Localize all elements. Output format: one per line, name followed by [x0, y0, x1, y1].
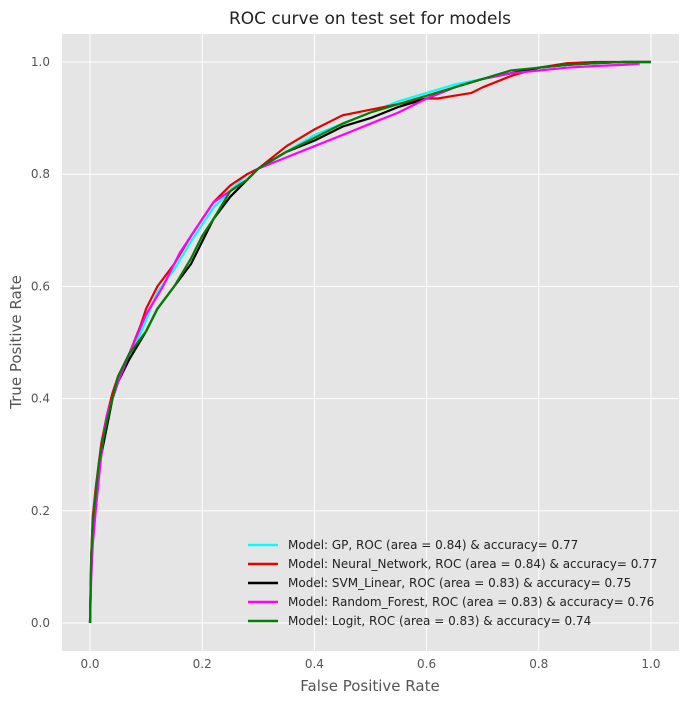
y-tick-label: 0.2	[31, 504, 50, 518]
y-tick-label: 0.8	[31, 167, 50, 181]
legend: Model: GP, ROC (area = 0.84) & accuracy=…	[248, 538, 657, 628]
y-tick-label: 1.0	[31, 55, 50, 69]
x-tick-label: 0.6	[417, 657, 436, 671]
x-tick-label: 0.4	[305, 657, 324, 671]
chart-title: ROC curve on test set for models	[229, 9, 511, 29]
legend-label-2: Model: SVM_Linear, ROC (area = 0.83) & a…	[288, 576, 631, 590]
y-tick-label: 0.4	[31, 392, 50, 406]
y-tick-label: 0.0	[31, 616, 50, 630]
legend-label-3: Model: Random_Forest, ROC (area = 0.83) …	[288, 595, 654, 609]
series-line-4	[88, 60, 651, 624]
legend-label-1: Model: Neural_Network, ROC (area = 0.84)…	[288, 557, 657, 571]
y-tick-label: 0.6	[31, 279, 50, 293]
y-axis-label: True Positive Rate	[7, 275, 25, 410]
x-tick-label: 0.2	[193, 657, 212, 671]
tick-labels: 0.0 0.2 0.4 0.6 0.8 1.0 0.0 0.2 0.4 0.6 0.8 1.0	[31, 55, 661, 671]
legend-label-4: Model: Logit, ROC (area = 0.83) & accura…	[288, 614, 591, 628]
series-lines	[88, 60, 651, 624]
x-tick-label: 1.0	[641, 657, 660, 671]
x-tick-label: 0.0	[80, 657, 99, 671]
legend-label-0: Model: GP, ROC (area = 0.84) & accuracy=…	[288, 538, 578, 552]
x-tick-label: 0.8	[529, 657, 548, 671]
x-axis-label: False Positive Rate	[300, 677, 439, 695]
plot-area	[62, 34, 679, 651]
